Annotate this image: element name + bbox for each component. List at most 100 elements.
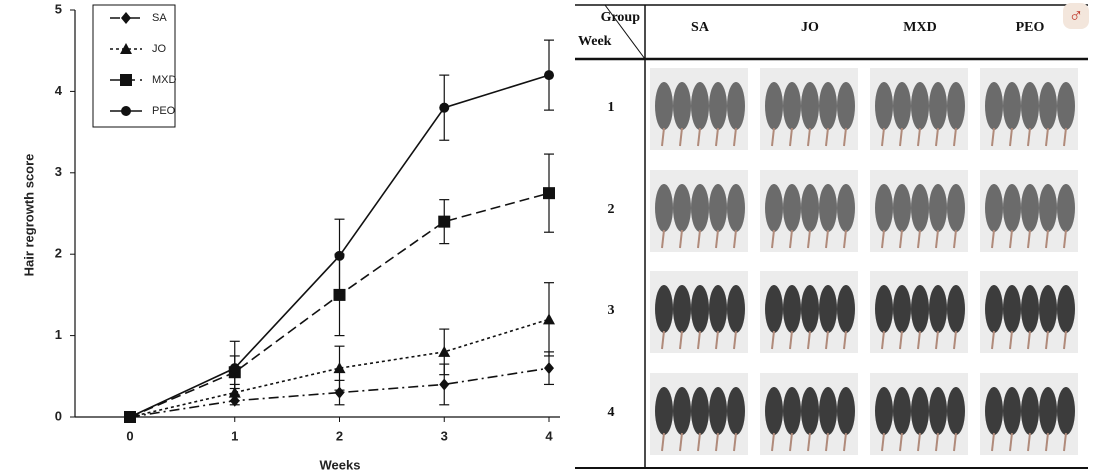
mouse-tail xyxy=(715,330,719,350)
mouse-tail xyxy=(661,330,665,350)
mouse-tail xyxy=(991,432,995,452)
mouse xyxy=(801,82,819,130)
legend-label: MXD xyxy=(152,74,177,86)
male-icon: ♂ xyxy=(1069,4,1084,26)
mouse xyxy=(691,184,709,232)
mouse xyxy=(1003,184,1021,232)
mouse xyxy=(911,387,929,435)
mouse-tail xyxy=(789,229,793,249)
mouse xyxy=(947,387,965,435)
mouse xyxy=(837,285,855,333)
mouse xyxy=(875,184,893,232)
mouse-tail xyxy=(899,330,903,350)
mouse-tail xyxy=(771,229,775,249)
mouse xyxy=(985,285,1003,333)
mouse-tail xyxy=(715,127,719,147)
mouse-tail xyxy=(1063,330,1067,350)
y-tick-label: 0 xyxy=(55,408,62,423)
mouse xyxy=(819,82,837,130)
mouse-tail xyxy=(1009,229,1013,249)
icon-background xyxy=(1063,3,1089,29)
mouse xyxy=(837,82,855,130)
mouse xyxy=(947,82,965,130)
data-point xyxy=(439,378,450,391)
mouse xyxy=(1039,82,1057,130)
mouse-tail xyxy=(697,432,701,452)
x-tick-label: 2 xyxy=(336,428,343,443)
mouse-tail xyxy=(1045,127,1049,147)
mouse xyxy=(837,184,855,232)
mouse-tail xyxy=(679,432,683,452)
mouse-tail xyxy=(825,330,829,350)
mouse-tail xyxy=(661,229,665,249)
mouse xyxy=(1039,285,1057,333)
column-header: JO xyxy=(801,20,819,35)
corner-diagonal xyxy=(604,4,646,60)
mouse-tail xyxy=(697,330,701,350)
mouse xyxy=(1003,285,1021,333)
mouse xyxy=(801,387,819,435)
mouse-tail xyxy=(991,229,995,249)
data-point xyxy=(438,215,451,228)
mouse-tail xyxy=(1027,432,1031,452)
row-header: 2 xyxy=(608,202,615,217)
mouse xyxy=(727,82,745,130)
mouse-tail xyxy=(1045,432,1049,452)
mouse-tail xyxy=(843,229,847,249)
mouse-tail xyxy=(807,330,811,350)
mouse xyxy=(893,82,911,130)
mouse-tail xyxy=(1045,330,1049,350)
mouse xyxy=(673,387,691,435)
mouse-tail xyxy=(935,432,939,452)
y-tick-label: 2 xyxy=(55,246,62,261)
mouse xyxy=(727,184,745,232)
mouse xyxy=(1021,285,1039,333)
mouse xyxy=(655,184,673,232)
corner-column-label: Group xyxy=(601,10,641,25)
mouse xyxy=(709,184,727,232)
mouse xyxy=(691,82,709,130)
mouse xyxy=(1021,184,1039,232)
row-header: 3 xyxy=(608,303,615,318)
mouse xyxy=(783,285,801,333)
mouse xyxy=(1003,82,1021,130)
mouse xyxy=(709,285,727,333)
column-header: PEO xyxy=(1016,20,1045,35)
row-header: 4 xyxy=(608,405,615,420)
mouse xyxy=(783,184,801,232)
mouse-tail xyxy=(881,432,885,452)
mouse xyxy=(709,82,727,130)
mouse-tail xyxy=(771,330,775,350)
mouse-tail xyxy=(807,229,811,249)
legend-label: PEO xyxy=(152,105,176,117)
mouse xyxy=(947,184,965,232)
mouse xyxy=(1003,387,1021,435)
mouse xyxy=(819,184,837,232)
mouse xyxy=(691,387,709,435)
mouse-tail xyxy=(1009,127,1013,147)
mouse-tail xyxy=(1063,432,1067,452)
mouse xyxy=(819,387,837,435)
mouse-tail xyxy=(917,229,921,249)
data-point xyxy=(333,362,346,374)
mouse-tail xyxy=(917,432,921,452)
mouse xyxy=(985,184,1003,232)
column-header: SA xyxy=(691,20,710,35)
mouse xyxy=(1021,387,1039,435)
legend-marker xyxy=(120,74,132,86)
mouse xyxy=(673,285,691,333)
mouse-tail xyxy=(1009,330,1013,350)
x-axis-label: Weeks xyxy=(320,457,361,472)
mouse xyxy=(783,82,801,130)
data-point xyxy=(544,362,554,375)
mouse-tail xyxy=(825,127,829,147)
mouse xyxy=(1057,184,1075,232)
legend-box xyxy=(92,4,176,128)
column-header: MXD xyxy=(903,20,936,35)
legend-marker xyxy=(121,106,131,116)
mouse-tail xyxy=(715,432,719,452)
mouse-tail xyxy=(843,432,847,452)
mouse-tail xyxy=(881,330,885,350)
mouse-tail xyxy=(991,330,995,350)
legend-marker xyxy=(121,12,131,24)
